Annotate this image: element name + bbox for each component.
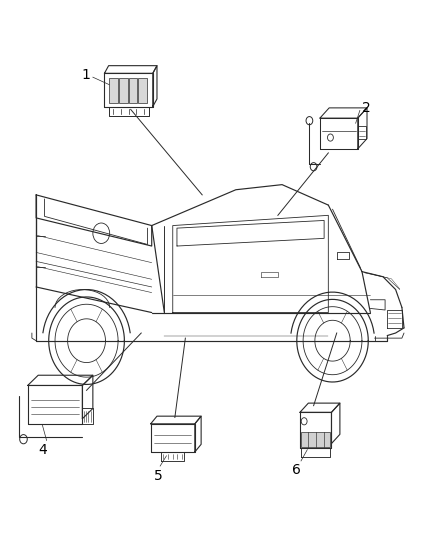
Text: 2: 2 [362,101,371,115]
Bar [129,78,137,102]
Bar [110,78,118,102]
Bar [119,78,127,102]
Bar [138,78,147,102]
Text: 5: 5 [154,469,162,482]
Bar [301,432,330,447]
Text: 6: 6 [292,464,301,478]
Text: 1: 1 [82,68,91,82]
Text: 4: 4 [38,443,47,457]
